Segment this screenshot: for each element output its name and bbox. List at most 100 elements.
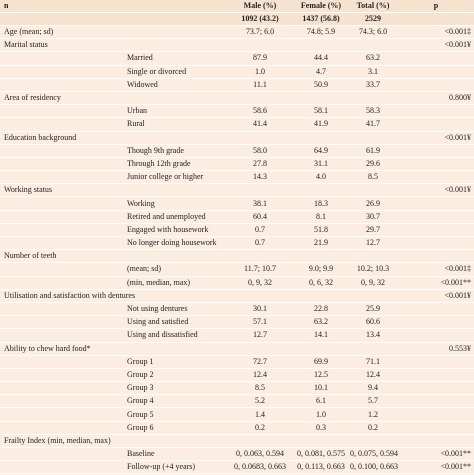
total-value	[348, 434, 398, 449]
female-value	[294, 289, 348, 303]
total-value: 29.6	[348, 157, 398, 172]
female-value: 4.0	[294, 170, 348, 185]
table-row: Not using dentures 30.1 22.8 25.9	[0, 302, 474, 317]
table-row: Group 4 5.2 6.1 5.7	[0, 394, 474, 409]
row-label: Though 9th grade	[0, 144, 226, 158]
p-value	[398, 117, 474, 132]
total-value: 29.7	[348, 223, 398, 238]
table-row: Group 6 0.2 0.3 0.2	[0, 421, 474, 435]
table-row: Marital status <0.001¥	[0, 38, 474, 53]
total-value: 71.1	[348, 355, 398, 369]
p-value	[398, 249, 474, 264]
female-value: 14.1	[294, 328, 348, 343]
male-value: 12.7	[226, 328, 294, 343]
category-label: Area of residency	[0, 91, 226, 106]
p-value: <0.001¥	[398, 289, 474, 303]
blank-cell	[0, 12, 226, 26]
p-value	[398, 355, 474, 369]
total-value: 9.4	[348, 381, 398, 396]
p-value: <0.001**	[398, 276, 474, 290]
total-value: 13.4	[348, 328, 398, 343]
row-label: Baseline	[0, 447, 226, 462]
p-value	[398, 421, 474, 435]
category-label: Education background	[0, 131, 226, 145]
row-label: Urban	[0, 104, 226, 119]
total-value: 12.4	[348, 368, 398, 383]
table-row: Though 9th grade 58.0 64.9 61.9	[0, 144, 474, 158]
total-value: 60.6	[348, 315, 398, 330]
p-value: <0.001**	[398, 460, 474, 475]
p-value: <0.001‡	[398, 25, 474, 40]
male-value: 87.9	[226, 51, 294, 66]
table-row: Baseline 0, 0.063, 0.594 0, 0.081, 0.575 0,…	[0, 447, 474, 462]
row-label: Follow-up (+4 years)	[0, 460, 226, 475]
p-value: <0.001‡	[398, 262, 474, 277]
male-value: 27.8	[226, 157, 294, 172]
female-value: 22.8	[294, 302, 348, 317]
female-value: 9.0; 9.9	[294, 262, 348, 277]
p-value	[398, 104, 474, 119]
row-label: Using and satisfied	[0, 315, 226, 330]
male-value: 0, 0.063, 0.594	[226, 447, 294, 462]
row-label: Group 3	[0, 381, 226, 396]
row-label: Group 2	[0, 368, 226, 383]
total-value: 63.2	[348, 51, 398, 66]
count-cell: 1437 (56.8)	[294, 12, 348, 26]
table-body: Age (mean; sd) 73.7; 6.0 74.8; 5.9 74.3; 6.…	[0, 25, 474, 475]
female-value: 74.8; 5.9	[294, 25, 348, 40]
female-value	[294, 342, 348, 356]
male-value: 58.0	[226, 144, 294, 158]
table-row: Using and dissatisfied 12.7 14.1 13.4	[0, 328, 474, 343]
p-value	[398, 434, 474, 449]
female-value: 31.1	[294, 157, 348, 172]
female-value	[294, 38, 348, 53]
female-value: 44.4	[294, 51, 348, 66]
row-label: Retired and unemployed	[0, 210, 226, 224]
male-value: 73.7; 6.0	[226, 25, 294, 40]
female-value: 21.9	[294, 236, 348, 251]
male-value: 12.4	[226, 368, 294, 383]
header-row: n Male (%) Female (%) Total (%) p	[0, 0, 474, 13]
male-value: 0, 9, 32	[226, 276, 294, 290]
row-label: Using and dissatisfied	[0, 328, 226, 343]
male-value: 57.1	[226, 315, 294, 330]
row-label: Single or divorced	[0, 65, 226, 79]
row-label: Junior college or higher	[0, 170, 226, 185]
male-value: 5.2	[226, 394, 294, 409]
p-value	[398, 157, 474, 172]
p-value	[398, 223, 474, 238]
column-header: n	[0, 0, 226, 13]
female-value: 58.1	[294, 104, 348, 119]
row-label: Working	[0, 196, 226, 211]
female-value: 1.0	[294, 407, 348, 422]
total-value	[348, 131, 398, 145]
row-label: Group 4	[0, 394, 226, 409]
male-value: 30.1	[226, 302, 294, 317]
category-label: Number of teeth	[0, 249, 226, 264]
table-row: Follow-up (+4 years) 0, 0.0683, 0.663 0, 0…	[0, 460, 474, 475]
total-value: 33.7	[348, 78, 398, 92]
p-value: <0.001**	[398, 447, 474, 462]
row-label: Widowed	[0, 78, 226, 92]
p-value	[398, 78, 474, 92]
total-value: 26.9	[348, 196, 398, 211]
category-label: Marital status	[0, 38, 226, 53]
row-label: Group 6	[0, 421, 226, 435]
female-value	[294, 183, 348, 198]
total-value	[348, 289, 398, 303]
p-value	[398, 170, 474, 185]
male-value	[226, 38, 294, 53]
male-value: 8.5	[226, 381, 294, 396]
male-value: 0.2	[226, 421, 294, 435]
total-value: 5.7	[348, 394, 398, 409]
table-row: Area of residency 0.800¥	[0, 91, 474, 106]
table-row: Using and satisfied 57.1 63.2 60.6	[0, 315, 474, 330]
column-header: Female (%)	[294, 0, 348, 13]
row-label: Not using dentures	[0, 302, 226, 317]
p-value	[398, 51, 474, 66]
table-row: Rural 41.4 41.9 41.7	[0, 117, 474, 132]
table-row: Through 12th grade 27.8 31.1 29.6	[0, 157, 474, 172]
total-value: 41.7	[348, 117, 398, 132]
